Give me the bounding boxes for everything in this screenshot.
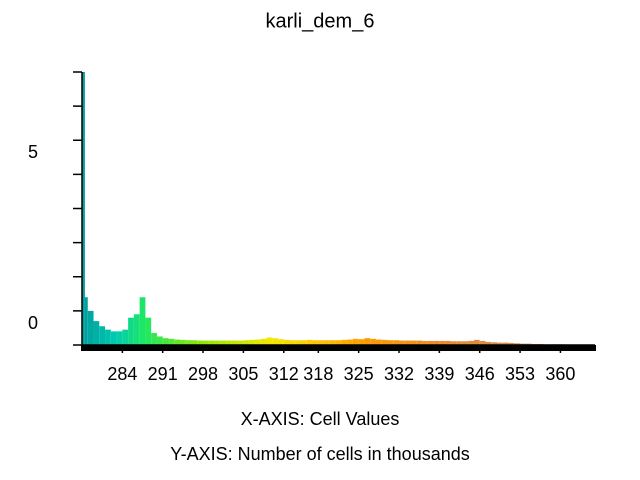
bar [93,321,100,345]
bar [422,340,428,345]
bar [318,340,325,345]
bar [237,340,244,345]
bar [266,337,273,345]
bar [277,339,284,345]
bar [110,331,117,345]
y-tick-label: 0 [28,313,38,333]
bar [370,338,376,345]
bar [335,340,342,345]
bar [214,340,221,345]
bar [128,317,134,345]
bar [479,340,486,345]
x-tick-label: 346 [465,364,495,384]
bar [174,339,180,345]
bar [473,339,480,345]
bar [272,338,278,345]
bar [151,333,157,345]
x-tick-label: 360 [545,364,575,384]
bar [485,341,492,345]
x-tick-label: 339 [424,364,454,384]
bar [410,340,417,345]
bar [306,339,313,345]
bar [514,343,521,345]
bar [231,340,238,345]
bar [283,339,290,345]
bar [260,338,267,345]
bar [341,339,348,345]
x-tick-label: 325 [344,364,374,384]
bar [456,341,463,345]
bar [381,339,388,345]
bar [162,338,169,345]
x-tick-label: 305 [228,364,258,384]
bar [468,340,474,345]
bar [84,297,88,345]
bar [399,340,405,345]
x-axis-label: X-AXIS: Cell Values [241,409,400,429]
bar [116,331,123,345]
bar [295,340,302,345]
bar [497,342,503,345]
bar [249,339,255,345]
bar [502,342,509,345]
x-axis-band [82,345,595,351]
bar [404,340,411,345]
bar [393,340,400,345]
bar [197,340,204,345]
chart-title: karli_dem_6 [266,10,375,32]
bar [491,342,498,345]
bar [450,341,457,345]
bar [133,314,140,345]
bar [220,340,227,345]
bar [445,340,451,345]
x-tick-label: 318 [303,364,333,384]
bar [99,326,106,345]
bar [226,340,232,345]
bar [243,340,250,345]
bar [82,72,85,345]
bar [122,329,129,345]
bar [324,340,330,345]
bar [156,336,163,345]
bar [87,310,94,345]
x-tick-label: 284 [107,364,137,384]
bar [289,340,296,345]
bar [329,340,336,345]
bar [427,340,434,345]
x-tick-label: 291 [148,364,178,384]
bar [191,340,198,345]
bar [375,339,382,345]
bar [352,338,359,345]
bar [145,317,152,345]
bar [185,340,192,345]
bar [254,339,261,345]
bar [416,340,423,345]
bar [387,340,394,345]
bar [203,340,209,345]
bar [364,338,371,345]
bar [105,329,111,345]
bar [312,340,319,345]
x-tick-label: 332 [384,364,414,384]
x-tick-label: 312 [269,364,299,384]
x-tick-label: 298 [188,364,218,384]
bar [347,339,353,345]
bar [358,339,365,345]
bar [301,340,307,345]
bar [462,341,469,345]
bar [433,340,440,345]
x-tick-label: 353 [505,364,535,384]
bar [168,338,175,345]
bar [508,342,515,345]
bar [139,297,146,345]
y-tick-label: 5 [28,142,38,162]
bar [439,340,446,345]
bar [179,339,186,345]
y-axis-label: Y-AXIS: Number of cells in thousands [170,444,470,464]
bar [208,340,215,345]
